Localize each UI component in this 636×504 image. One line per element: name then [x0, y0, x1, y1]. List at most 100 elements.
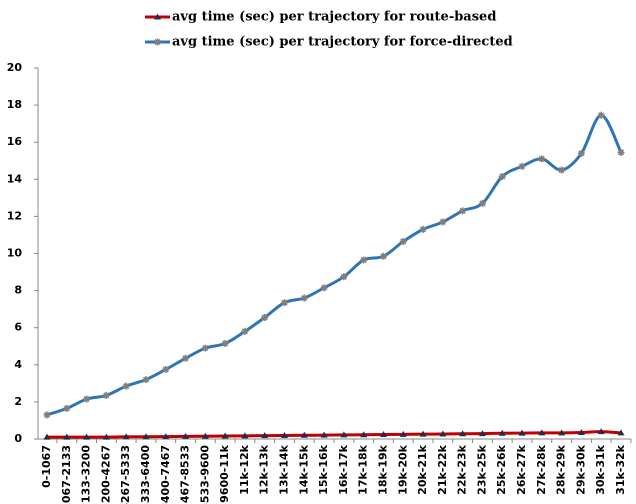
- x-tick-label: 18k-19k: [376, 444, 389, 494]
- x-tick-label: 21k-22k: [436, 444, 449, 494]
- y-tick-label: 4: [14, 358, 22, 371]
- marker: [459, 430, 467, 437]
- y-tick-label: 20: [7, 61, 23, 74]
- marker: [162, 365, 170, 373]
- marker: [300, 431, 308, 438]
- marker: [419, 430, 427, 437]
- x-tick-label: 30k-31k: [594, 444, 607, 494]
- marker: [439, 218, 447, 226]
- marker: [201, 432, 209, 439]
- x-tick-label: 3200-4267: [99, 445, 112, 504]
- marker: [320, 284, 328, 292]
- marker: [241, 432, 249, 439]
- marker: [597, 428, 605, 435]
- marker: [459, 207, 467, 215]
- x-tick-label: 11k-12k: [238, 444, 251, 494]
- marker: [340, 431, 348, 438]
- y-tick-label: 2: [14, 395, 22, 408]
- series-line: [47, 430, 622, 439]
- marker: [43, 411, 51, 419]
- legend-label: avg time (sec) per trajectory for force-…: [172, 35, 513, 50]
- x-tick-label: 6400-7467: [159, 445, 172, 504]
- x-tick-label: 14k-15k: [297, 444, 310, 494]
- y-tick-label: 12: [7, 209, 22, 222]
- marker: [538, 155, 546, 163]
- x-tick-label: 22k-23k: [456, 444, 469, 494]
- x-tick-label: 23k-25k: [475, 444, 488, 494]
- marker: [399, 237, 407, 245]
- marker: [221, 432, 229, 439]
- y-tick-label: 18: [7, 98, 22, 111]
- marker: [300, 294, 308, 302]
- x-tick-label: 26k-27k: [515, 444, 528, 494]
- marker: [518, 429, 526, 436]
- marker: [162, 433, 170, 440]
- x-tick-label: 2133-3200: [80, 445, 93, 504]
- marker: [558, 166, 566, 174]
- y-tick-label: 8: [14, 284, 22, 297]
- x-tick-label: 15k-16k: [317, 444, 330, 494]
- x-tick-label: 1067-2133: [60, 445, 73, 504]
- y-tick-label: 0: [14, 432, 22, 445]
- marker: [498, 429, 506, 436]
- x-tick-label: 0-1067: [40, 445, 53, 488]
- marker: [399, 430, 407, 437]
- marker: [558, 429, 566, 436]
- x-tick-label: 9600-11k: [218, 444, 231, 502]
- marker: [221, 339, 229, 347]
- marker: [63, 433, 71, 440]
- marker: [617, 148, 625, 156]
- marker: [320, 431, 328, 438]
- marker: [122, 433, 130, 440]
- marker: [102, 433, 110, 440]
- x-tick-label: 7467-8533: [179, 445, 192, 504]
- marker: [102, 391, 110, 399]
- marker: [43, 433, 51, 440]
- marker: [182, 354, 190, 362]
- marker: [360, 256, 368, 264]
- marker: [261, 432, 269, 439]
- series-line: [46, 113, 623, 417]
- marker: [379, 252, 387, 260]
- marker: [142, 433, 150, 440]
- marker: [142, 376, 150, 384]
- marker: [360, 431, 368, 438]
- marker: [498, 173, 506, 181]
- x-tick-label: 5333-6400: [139, 445, 152, 504]
- y-tick-label: 6: [14, 321, 22, 334]
- marker: [281, 431, 289, 438]
- marker: [478, 430, 486, 437]
- x-tick-label: 17k-18k: [357, 444, 370, 494]
- marker: [201, 344, 209, 352]
- marker: [281, 299, 289, 307]
- x-tick-label: 27k-28k: [535, 444, 548, 494]
- marker: [577, 149, 585, 157]
- x-tick-label: 29k-30k: [574, 444, 587, 494]
- y-tick-label: 16: [7, 135, 23, 148]
- marker: [597, 111, 605, 119]
- marker: [83, 433, 91, 440]
- x-tick-label: 8533-9600: [198, 445, 211, 504]
- x-tick-label: 19k-20k: [396, 444, 409, 494]
- marker: [577, 429, 585, 436]
- marker: [340, 273, 348, 281]
- x-tick-label: 16k-17k: [337, 444, 350, 494]
- x-tick-label: 13k-14k: [278, 444, 291, 494]
- marker: [617, 429, 625, 436]
- y-tick-label: 10: [7, 247, 23, 260]
- marker: [261, 313, 269, 321]
- marker: [122, 382, 130, 390]
- x-tick-label: 25k-26k: [495, 444, 508, 494]
- marker: [83, 395, 91, 403]
- marker: [182, 432, 190, 439]
- marker: [538, 429, 546, 436]
- marker: [63, 404, 71, 412]
- x-tick-label: 28k-29k: [555, 444, 568, 494]
- legend-label: avg time (sec) per trajectory for route-…: [172, 10, 496, 25]
- marker: [439, 430, 447, 437]
- x-tick-label: 20k-21k: [416, 444, 429, 494]
- marker: [419, 225, 427, 233]
- marker: [518, 162, 526, 170]
- y-tick-label: 14: [7, 172, 23, 185]
